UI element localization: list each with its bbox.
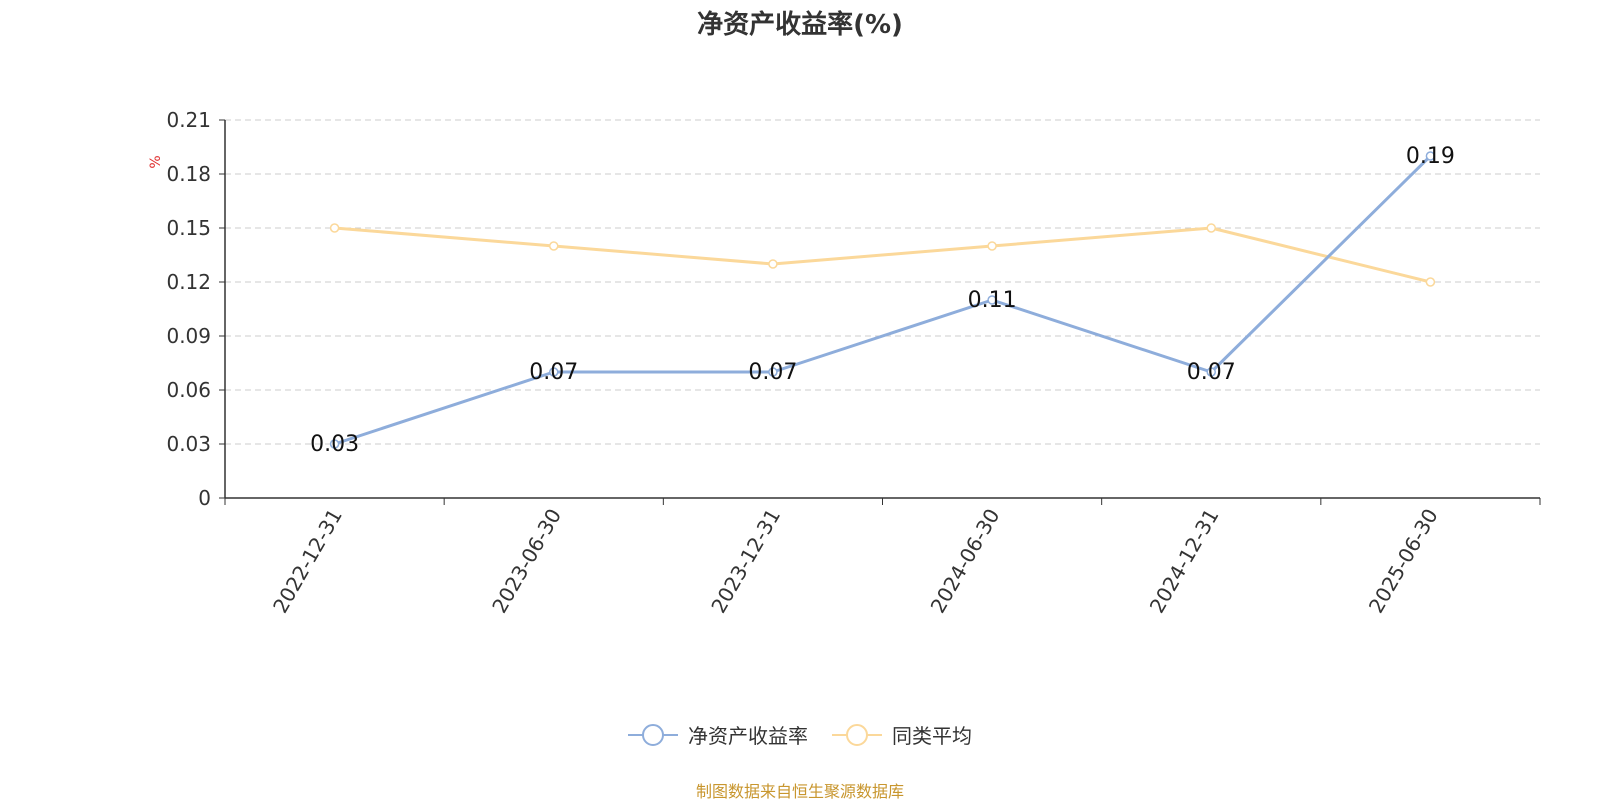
y-tick-label: 0 — [198, 486, 211, 510]
y-tick-label: 0.18 — [166, 162, 211, 186]
data-point-peer-average — [549, 241, 559, 251]
y-tick-label: 0.09 — [166, 324, 211, 348]
data-label: 0.03 — [310, 432, 359, 457]
x-tick-label: 2024-12-31 — [1145, 505, 1224, 618]
data-label: 0.11 — [968, 288, 1017, 313]
x-tick-label: 2023-12-31 — [706, 505, 785, 618]
series-line-peer-average — [334, 226, 1431, 284]
x-tick-label: 2025-06-30 — [1364, 505, 1443, 618]
data-label: 0.07 — [748, 360, 797, 385]
source-note: 制图数据来自恒生聚源数据库 — [695, 782, 904, 801]
y-tick-label: 0.03 — [166, 432, 211, 456]
data-label: 0.07 — [529, 360, 578, 385]
legend: 净资产收益率 同类平均 — [0, 720, 1600, 749]
x-tick-label: 2024-06-30 — [926, 504, 1005, 617]
x-tick-label: 2023-06-30 — [487, 505, 566, 618]
legend-label-roe: 净资产收益率 — [688, 724, 808, 748]
y-tick-label: 0.21 — [166, 108, 211, 132]
series-line-roe — [334, 154, 1432, 446]
legend-label-peer-average: 同类平均 — [892, 724, 972, 748]
data-point-peer-average — [768, 259, 778, 269]
y-tick-label: 0.12 — [166, 270, 211, 294]
y-tick-label: 0.15 — [166, 216, 211, 240]
data-point-roe — [329, 439, 340, 449]
legend-item-peer-average[interactable]: 同类平均 — [832, 720, 972, 749]
chart-title: 净资产收益率(%) — [697, 10, 903, 40]
legend-marker-peer-average — [832, 723, 882, 746]
data-point-roe — [1206, 367, 1216, 377]
data-label: 0.19 — [1406, 144, 1455, 169]
x-tick-label: 2022-12-31 — [268, 505, 347, 618]
data-point-roe — [987, 295, 997, 305]
legend-marker-roe — [628, 723, 678, 746]
y-tick-label: 0.06 — [166, 378, 211, 402]
data-point-peer-average — [1206, 223, 1216, 233]
data-label: 0.07 — [1187, 360, 1236, 385]
data-point-peer-average — [1425, 277, 1436, 287]
data-point-roe — [1425, 151, 1436, 161]
y-axis-unit-label: % — [148, 155, 164, 168]
data-point-peer-average — [987, 241, 997, 251]
legend-item-roe[interactable]: 净资产收益率 — [628, 720, 808, 749]
data-point-peer-average — [329, 223, 340, 233]
data-point-roe — [768, 367, 778, 377]
data-point-roe — [549, 367, 559, 377]
